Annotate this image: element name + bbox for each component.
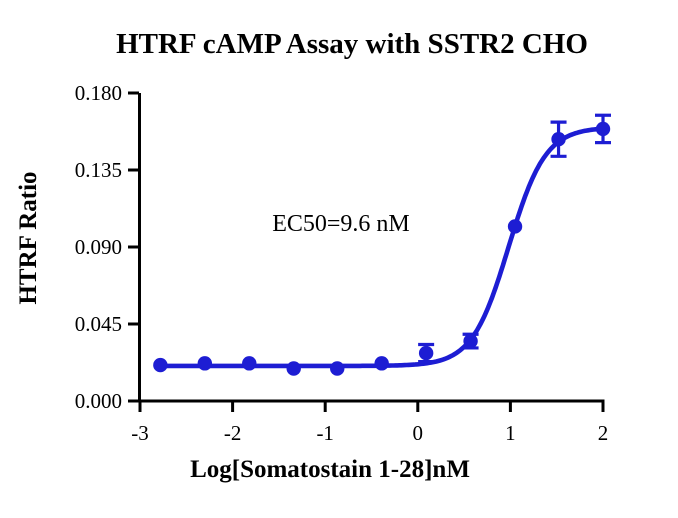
data-point (153, 357, 168, 373)
data-point (197, 356, 213, 371)
x-axis-label: Log[Somatostain 1-28]nM (190, 456, 470, 483)
data-point (374, 356, 389, 371)
data-point (330, 361, 345, 376)
y-tick-label: 0.180 (75, 81, 122, 105)
chart-title: HTRF cAMP Assay with SSTR2 CHO (116, 28, 588, 60)
x-tick-label: -3 (131, 421, 149, 445)
y-tick-label: 0.135 (75, 158, 122, 182)
x-tick-label: 1 (505, 421, 516, 445)
data-point (595, 121, 611, 137)
plot-area (153, 113, 611, 376)
data-point (551, 132, 566, 147)
data-point (418, 345, 434, 361)
y-tick-label: 0.045 (75, 312, 122, 336)
y-tick-label: 0.000 (75, 389, 122, 413)
axes: 0.000 0.045 0.090 0.135 0.180 -3 -2 -1 0 1 2 (75, 81, 609, 445)
data-point (242, 356, 257, 371)
data-point (463, 333, 478, 349)
x-tick-label: 0 (413, 421, 424, 445)
x-tick-label: 2 (598, 421, 609, 445)
x-tick-label: -2 (224, 421, 242, 445)
data-point (507, 219, 523, 234)
x-tick-label: -1 (316, 421, 334, 445)
y-tick-label: 0.090 (75, 235, 122, 259)
ec50-annotation: EC50=9.6 nM (272, 211, 410, 237)
y-axis-label: HTRF Ratio (15, 171, 42, 304)
data-point (286, 361, 301, 376)
